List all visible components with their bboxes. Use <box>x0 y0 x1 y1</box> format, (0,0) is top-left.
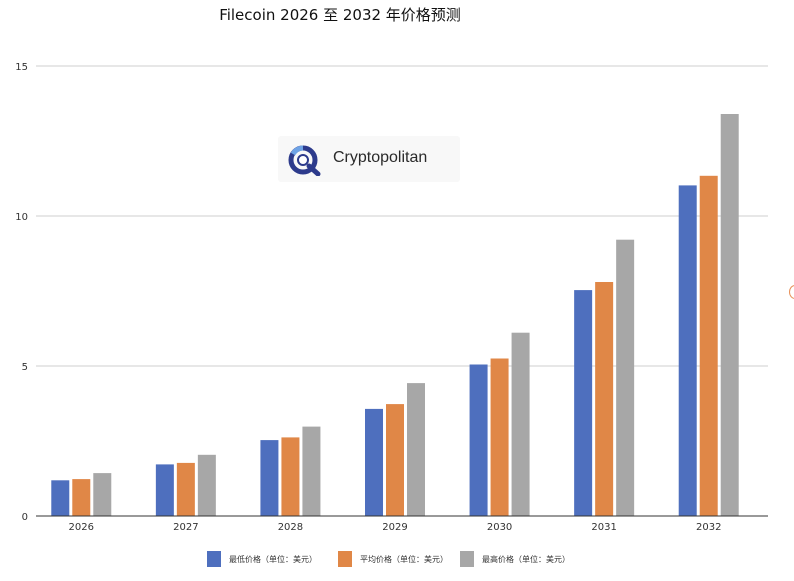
chart-title: Filecoin 2026 至 2032 年价格预测 <box>219 6 461 24</box>
y-tick-label: 5 <box>22 362 28 373</box>
gridlines <box>36 65 768 367</box>
x-axis-ticks: 2026 2027 2028 2029 2030 2031 2032 <box>69 522 722 533</box>
bar-2027-series-3 <box>197 454 216 516</box>
cryptopolitan-watermark: Cryptopolitan <box>278 136 460 182</box>
x-tick-label: 2029 <box>382 522 407 533</box>
bar-2028-series-3 <box>302 426 321 516</box>
bars <box>51 114 739 517</box>
edge-marker <box>789 285 794 299</box>
legend-label-2: 平均价格（单位：美元） <box>360 554 448 564</box>
y-tick-label: 10 <box>15 212 28 223</box>
legend-swatch-3 <box>460 551 474 567</box>
y-tick-label: 0 <box>22 512 28 523</box>
bar-2029-series-3 <box>407 383 425 516</box>
watermark-text: Cryptopolitan <box>333 149 428 166</box>
bar-2032-series-1 <box>678 185 697 516</box>
bar-2030-series-1 <box>469 364 488 516</box>
legend-swatch-1 <box>207 551 221 567</box>
bar-2031-series-1 <box>574 290 593 516</box>
bar-2030-series-3 <box>511 332 530 516</box>
legend-label-3: 最高价格（单位：美元） <box>482 554 570 564</box>
x-tick-label: 2030 <box>487 522 512 533</box>
bar-2026-series-2 <box>72 479 91 516</box>
bar-2027-series-1 <box>155 464 174 516</box>
legend: 最低价格（单位：美元） 平均价格（单位：美元） 最高价格（单位：美元） <box>207 551 570 567</box>
y-axis-ticks: 0 5 10 15 <box>15 62 28 523</box>
cryptopolitan-logo-icon <box>288 145 321 176</box>
x-tick-label: 2027 <box>173 522 198 533</box>
bar-2030-series-2 <box>490 358 509 516</box>
bar-2031-series-3 <box>616 239 635 516</box>
y-tick-label: 15 <box>15 62 28 73</box>
x-tick-label: 2026 <box>69 522 94 533</box>
bar-2027-series-2 <box>176 462 195 516</box>
bar-2026-series-1 <box>51 480 70 516</box>
bar-2029-series-2 <box>386 404 404 516</box>
legend-swatch-2 <box>338 551 352 567</box>
bar-2029-series-1 <box>365 408 383 516</box>
bar-2032-series-2 <box>699 175 718 517</box>
bar-2032-series-3 <box>720 114 739 516</box>
bar-2028-series-2 <box>281 437 300 516</box>
x-tick-label: 2031 <box>591 522 616 533</box>
bar-2026-series-3 <box>93 473 112 516</box>
bar-2031-series-2 <box>595 282 614 516</box>
x-tick-label: 2028 <box>278 522 303 533</box>
bar-2028-series-1 <box>260 440 279 516</box>
x-tick-label: 2032 <box>696 522 721 533</box>
legend-label-1: 最低价格（单位：美元） <box>229 554 317 564</box>
